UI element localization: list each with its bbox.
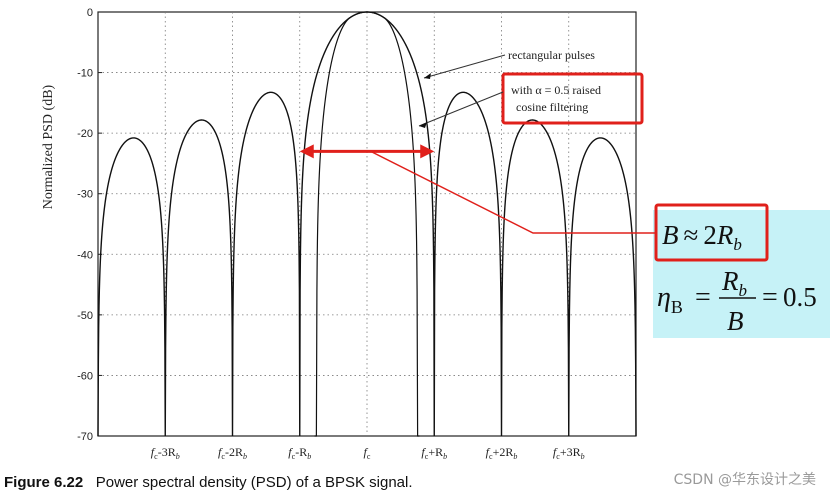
- psd-curves: [97, 11, 637, 437]
- efficiency-value: 0.5: [783, 282, 817, 312]
- legend-rc-line2: cosine filtering: [516, 100, 588, 114]
- y-tick-label: -60: [77, 370, 93, 382]
- raised-cosine-curve: [314, 11, 420, 437]
- x-tick-label: fc+3Rb: [553, 445, 585, 461]
- legend-rc-line1: with α = 0.5 raised: [511, 83, 601, 97]
- y-tick-label: -10: [77, 68, 93, 80]
- figure-caption-text: Power spectral density (PSD) of a BPSK s…: [95, 474, 413, 491]
- legend-pointer-rc-head: [419, 122, 427, 128]
- eq-r-var: R: [716, 220, 734, 250]
- eq-r-sub: b: [733, 235, 742, 254]
- y-tick-label: -40: [77, 249, 93, 261]
- fraction-denominator: B: [727, 306, 744, 336]
- eq-b-var: B: [662, 220, 679, 250]
- fraction-numerator: Rb: [721, 266, 747, 300]
- x-tick-label: fc-2Rb: [218, 445, 247, 461]
- connector-line: [369, 150, 656, 234]
- legend-rect-label: rectangular pulses: [508, 48, 595, 62]
- grid-lines: [98, 12, 636, 436]
- csdn-watermark: CSDN @华东设计之美: [673, 472, 816, 488]
- figure-caption: Figure 6.22 Power spectral density (PSD)…: [4, 474, 413, 491]
- y-tick-label: -70: [77, 431, 93, 443]
- bandwidth-eq-box: [654, 203, 769, 262]
- bandwidth-arrow-left-head: [299, 144, 314, 159]
- x-tick-label: fc+2Rb: [486, 445, 518, 461]
- bandwidth-arrow: [299, 144, 435, 159]
- x-tick-label: fc: [364, 445, 371, 461]
- eq-approx-sign: ≈: [684, 220, 699, 250]
- x-tick-label: fc-3Rb: [151, 445, 180, 461]
- y-tick-label: -30: [77, 189, 93, 201]
- equation-panel: [653, 210, 830, 338]
- y-tick-label: 0: [87, 7, 93, 19]
- bandwidth-equation: B ≈2Rb: [662, 220, 742, 254]
- x-tick-label: fc-Rb: [288, 445, 311, 461]
- legend-rc-box: [501, 72, 644, 125]
- y-tick-label: -20: [77, 128, 93, 140]
- y-axis-label: Normalized PSD (dB): [41, 84, 56, 209]
- eq-two: 2: [703, 220, 717, 250]
- legend-pointer-rc: [418, 91, 504, 127]
- efficiency-equals-2: =: [762, 282, 778, 313]
- figure-number: Figure 6.22: [4, 474, 84, 491]
- x-tick-label: fc+Rb: [421, 445, 447, 461]
- legend-pointer-rect-head: [424, 73, 431, 79]
- efficiency-equals-1: =: [695, 282, 711, 313]
- legend-pointer-rect: [423, 54, 506, 79]
- y-tick-labels: 0 -10 -20 -30 -40 -50 -60 -70: [77, 7, 102, 443]
- eta-sub: B: [671, 297, 683, 317]
- y-tick-label: -50: [77, 310, 93, 322]
- efficiency-eta: ηB: [657, 282, 683, 317]
- x-tick-labels: fc-3Rb fc-2Rb fc-Rb fc fc+Rb fc+2Rb fc+3Rb: [151, 445, 585, 461]
- bandwidth-arrow-right-head: [420, 144, 435, 159]
